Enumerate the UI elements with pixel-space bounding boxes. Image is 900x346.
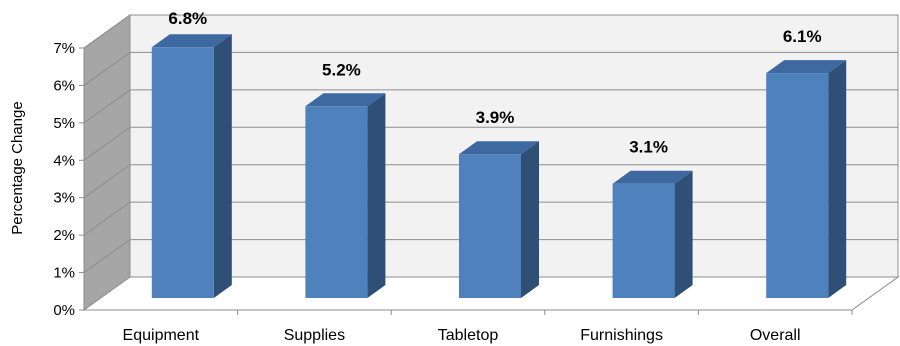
bar-front-face bbox=[151, 47, 214, 298]
bar-side-face bbox=[213, 34, 232, 298]
y-axis-tick-labels: 0% 1% 2% 3% 4% 5% 6% 7% bbox=[53, 40, 75, 319]
y-tick-label: 2% bbox=[53, 227, 75, 244]
category-label: Furnishings bbox=[580, 327, 663, 344]
gridline-side bbox=[83, 201, 131, 236]
bar-tabletop bbox=[459, 141, 539, 298]
bar-top-face bbox=[612, 170, 693, 184]
bar-side-face bbox=[828, 60, 847, 298]
y-tick-label: 4% bbox=[53, 152, 75, 169]
bar-furnishings bbox=[612, 170, 693, 298]
gridline-side bbox=[83, 89, 131, 124]
side-wall bbox=[83, 14, 131, 311]
gridline-side bbox=[83, 164, 131, 199]
data-label: 5.2% bbox=[322, 60, 361, 79]
bar-top-face bbox=[151, 34, 232, 48]
bar-supplies bbox=[305, 93, 386, 298]
gridline-side bbox=[83, 52, 131, 86]
bar-front-face bbox=[459, 154, 521, 298]
bar-side-face bbox=[674, 170, 693, 298]
data-label: 6.8% bbox=[168, 9, 207, 28]
category-label: Equipment bbox=[123, 327, 200, 344]
category-label: Tabletop bbox=[438, 327, 499, 344]
gridline-side bbox=[83, 239, 131, 273]
data-labels: 6.8% 5.2% 3.9% 3.1% 6.1% bbox=[168, 9, 821, 157]
y-tick-label: 1% bbox=[53, 265, 75, 282]
gridline-side bbox=[83, 126, 131, 161]
bar-front-face bbox=[612, 183, 675, 298]
data-label: 3.9% bbox=[476, 108, 515, 127]
category-label: Supplies bbox=[284, 327, 345, 344]
y-tick-label: 0% bbox=[53, 302, 75, 319]
data-label: 3.1% bbox=[629, 138, 668, 157]
bar-side-face bbox=[367, 93, 386, 298]
y-tick-label: 7% bbox=[53, 40, 75, 57]
bar-front-face bbox=[305, 106, 368, 298]
bar-top-face bbox=[305, 93, 386, 107]
bar-front-face bbox=[766, 73, 829, 298]
bar-top-face bbox=[459, 141, 539, 155]
bar-side-face bbox=[521, 141, 539, 298]
gridline-side bbox=[83, 14, 131, 49]
category-labels: Equipment Supplies Tabletop Furnishings Over… bbox=[123, 310, 853, 344]
data-label: 6.1% bbox=[783, 27, 822, 46]
y-tick-label: 5% bbox=[53, 115, 75, 132]
bars bbox=[151, 34, 847, 298]
y-axis-title: Percentage Change bbox=[9, 101, 26, 234]
category-label: Overall bbox=[750, 327, 801, 344]
bar-equipment bbox=[151, 34, 232, 298]
bar-top-face bbox=[766, 60, 847, 74]
y-tick-label: 3% bbox=[53, 190, 75, 207]
bar-overall bbox=[766, 60, 847, 298]
y-tick-label: 6% bbox=[53, 77, 75, 94]
